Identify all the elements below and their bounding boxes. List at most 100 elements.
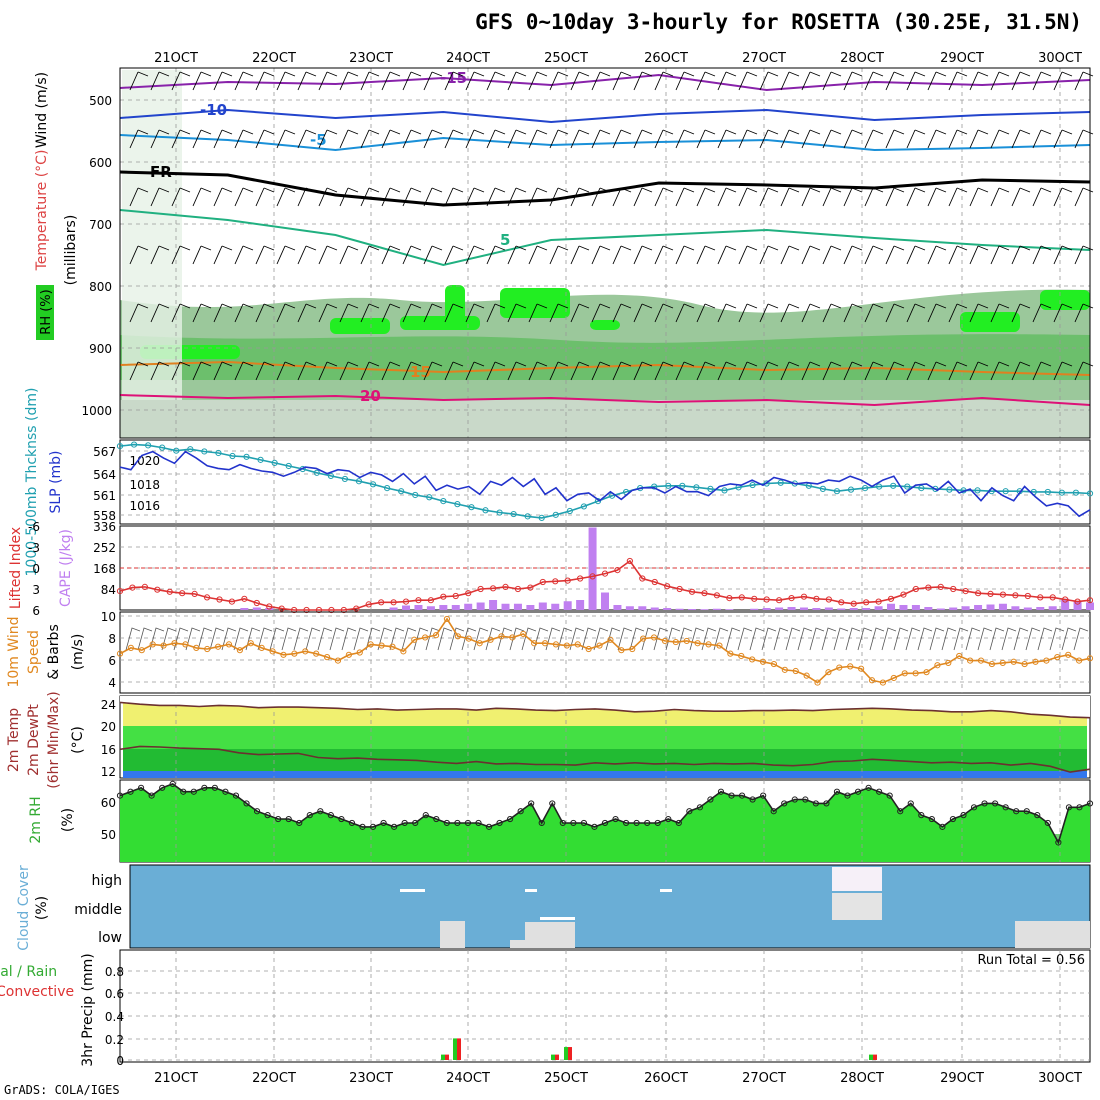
wind-speed-line-point <box>225 641 233 648</box>
rh-line-point <box>770 808 777 815</box>
lifted-index-line-point <box>440 593 447 600</box>
wind-speed-line-point <box>727 650 734 657</box>
lifted-index-line-point <box>328 606 335 614</box>
lifted-index-line-point <box>378 599 385 606</box>
surface-wind-barb <box>161 627 177 651</box>
wind-speed-line-point <box>705 641 712 648</box>
thickness-tick: 561 <box>93 489 116 503</box>
lifted-index-line-point <box>912 585 919 593</box>
rh-line-point <box>232 792 240 799</box>
surface-wind-barb <box>125 627 141 651</box>
wind-barb <box>402 129 422 149</box>
surface-wind-barb <box>305 627 321 651</box>
rh-line-point <box>591 823 598 830</box>
lifted-index-line-point <box>999 591 1007 598</box>
surface-wind-barb <box>869 627 885 651</box>
rh-line-point <box>854 788 862 795</box>
cape-bar <box>862 608 871 610</box>
wind-barb <box>402 303 422 323</box>
wind-speed-line-point <box>541 640 549 647</box>
thickness-line-point <box>1058 489 1065 496</box>
wind-barb <box>822 71 842 91</box>
wind-barb <box>738 303 758 323</box>
wind-barb <box>486 187 506 207</box>
surface-wind-barb <box>293 627 309 651</box>
cape-bar <box>489 600 498 610</box>
wind-barb <box>276 361 296 381</box>
wind-barb <box>864 361 884 381</box>
contour-line <box>119 360 1091 376</box>
wind-barb <box>276 129 296 149</box>
wind-barb <box>318 129 338 149</box>
lifted-index-line-point <box>154 586 161 593</box>
wind-barb <box>297 303 317 323</box>
wind-barb <box>129 245 149 265</box>
rh-line-point <box>517 808 524 815</box>
wind-barb <box>549 303 569 323</box>
wind-barb <box>885 361 905 381</box>
wind-speed-line-point <box>585 645 592 653</box>
wind-barb <box>507 245 527 265</box>
wind-barb <box>843 129 863 149</box>
rh-line-point <box>686 808 693 815</box>
thickness-line-point <box>482 507 489 514</box>
cloud-block <box>540 917 575 920</box>
wind-speed-line-point <box>149 641 156 648</box>
thickness-line-point <box>707 485 714 492</box>
wind-barb <box>276 71 296 91</box>
surface-wind-barb <box>425 627 441 651</box>
wind-barb <box>906 187 926 207</box>
wind-barb <box>885 129 905 149</box>
rh-line-point <box>612 815 619 823</box>
lifted-index-line-point <box>141 583 148 591</box>
wind-barb <box>927 187 947 207</box>
temp-mask <box>120 696 1090 718</box>
surface-wind-barb <box>209 627 225 651</box>
lifted-index-line-point <box>303 606 310 614</box>
rh-line-point <box>148 792 155 799</box>
wind-speed-line-point <box>977 657 985 664</box>
lifted-index-line-point <box>291 606 298 614</box>
wind-barb <box>1011 245 1031 265</box>
wind-barb <box>129 71 149 91</box>
wind-barb <box>444 129 464 149</box>
rh-line-point <box>296 819 303 827</box>
rh-line <box>119 782 1091 845</box>
wind-barb <box>948 245 968 265</box>
temp-tick: 24 <box>101 698 116 712</box>
wind-barb <box>213 187 233 207</box>
wind-barb <box>276 245 296 265</box>
wind-barb <box>297 129 317 149</box>
wind-speed-line-point <box>749 656 756 663</box>
wind-barb <box>297 71 317 91</box>
cape-tick: 168 <box>93 562 116 576</box>
surface-wind-barb <box>233 627 249 651</box>
wind-barb <box>465 71 485 91</box>
wind-speed-line-point <box>912 670 919 677</box>
surface-wind-barb <box>821 627 837 651</box>
wind-barb <box>507 129 527 149</box>
surface-wind-barb <box>557 627 573 651</box>
thickness-line-point <box>384 485 391 492</box>
wind-barb <box>318 245 338 265</box>
li-tick: 0 <box>32 562 40 576</box>
wind-barb <box>675 361 695 381</box>
lifted-index-line-point <box>402 598 410 605</box>
wind-barb <box>381 245 401 265</box>
wind-barb <box>969 71 989 91</box>
surface-wind-barb <box>257 627 273 651</box>
surface-wind-barb <box>569 627 585 651</box>
wind-barb <box>780 245 800 265</box>
precip-tick: 0 <box>116 1054 124 1068</box>
wind-barb <box>297 245 317 265</box>
wind-speed-line-point <box>345 651 352 658</box>
surface-wind-barb <box>857 627 873 651</box>
cloud-block <box>832 893 882 920</box>
wind-barb <box>150 303 170 323</box>
thickness-line-point <box>510 510 517 518</box>
cloud-level-label: high <box>91 873 122 889</box>
date-label-bottom: 26OCT <box>644 1071 688 1086</box>
cape-bar <box>252 607 261 610</box>
precip-axis-label: 3hr Precip (mm) <box>80 953 96 1066</box>
wind-barb <box>759 245 779 265</box>
